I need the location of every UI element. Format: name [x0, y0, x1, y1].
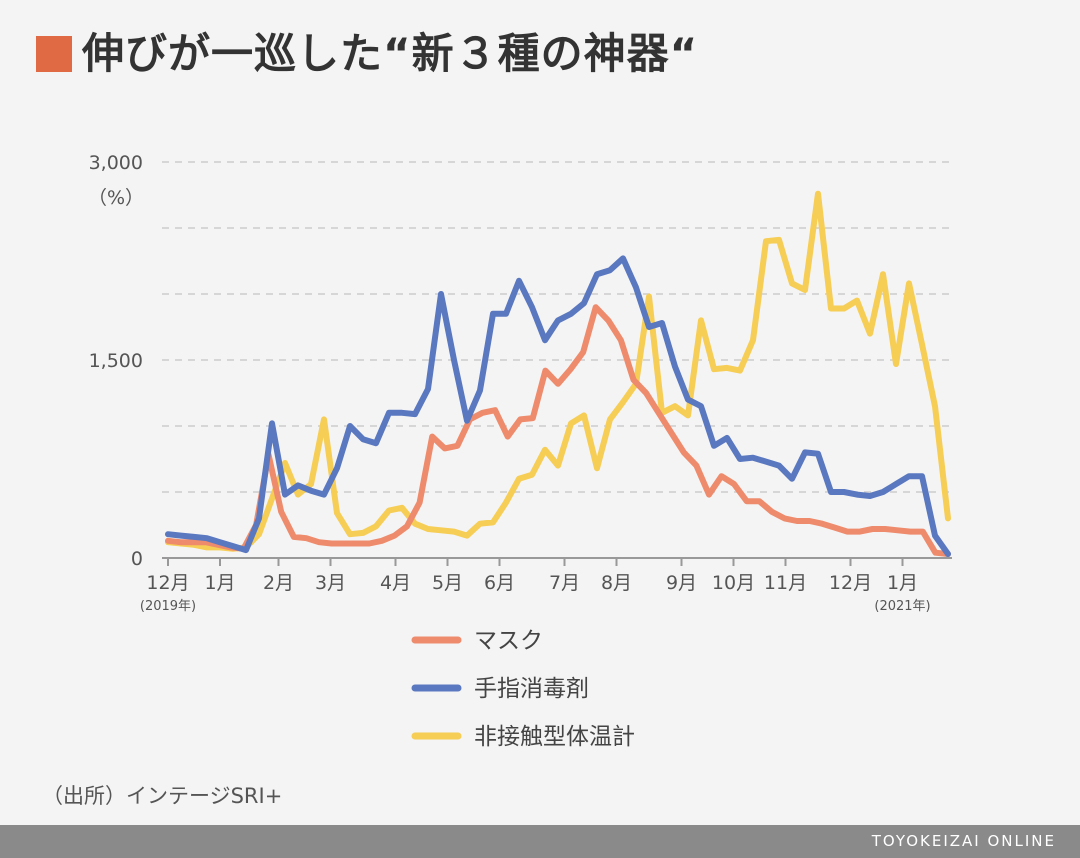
y-axis-unit-label: （%）: [88, 187, 144, 209]
x-tick-year-label: (2021年): [874, 599, 930, 614]
x-tick-year-label: (2019年): [140, 599, 196, 614]
y-axis-ticks: 0 1,500 3,000: [89, 152, 143, 570]
source-note: （出所）インテージSRI+: [42, 784, 283, 808]
x-tick-label: 2月: [263, 572, 294, 594]
y-tick-label: 0: [131, 548, 143, 570]
x-tick-label: 12月: [146, 572, 189, 594]
x-tick-label: 1月: [887, 572, 918, 594]
series-line-1: [165, 304, 951, 557]
chart-title: 伸びが一巡した“新３種の神器“: [82, 29, 699, 78]
x-tick-label: 11月: [764, 572, 807, 594]
x-tick-label: 12月: [829, 572, 872, 594]
x-tick-label: 5月: [432, 572, 463, 594]
legend-label: 手指消毒剤: [474, 676, 589, 702]
line-chart: 0 1,500 3,000 （%） 12月 (2019年) 1月 2月 3月 4月 5月 6月 7月…: [88, 152, 952, 750]
legend-label: 非接触型体温計: [474, 724, 635, 750]
x-tick-label: 3月: [315, 572, 346, 594]
x-tick-label: 7月: [549, 572, 580, 594]
title-block: 伸びが一巡した“新３種の神器“: [36, 28, 698, 80]
y-tick-label: 1,500: [89, 350, 143, 372]
legend-label: マスク: [474, 628, 543, 654]
x-tick-label: 6月: [484, 572, 515, 594]
x-tick-label: 8月: [601, 572, 632, 594]
x-axis-ticks: 12月 (2019年) 1月 2月 3月 4月 5月 6月 7月 8月 9月 10月 11月 12月 1月 (…: [140, 558, 931, 614]
x-tick-label: 10月: [712, 572, 755, 594]
series-line-3: [165, 190, 951, 552]
x-tick-label: 1月: [204, 572, 235, 594]
footer-bar: TOYOKEIZAI ONLINE: [0, 825, 1080, 858]
series-line-2: [165, 255, 951, 557]
y-tick-label: 3,000: [89, 152, 143, 174]
series-lines: [165, 190, 951, 557]
title-marker-square: [36, 36, 72, 72]
x-tick-label: 9月: [666, 572, 697, 594]
footer-brand: TOYOKEIZAI ONLINE: [871, 832, 1056, 850]
x-tick-label: 4月: [380, 572, 411, 594]
